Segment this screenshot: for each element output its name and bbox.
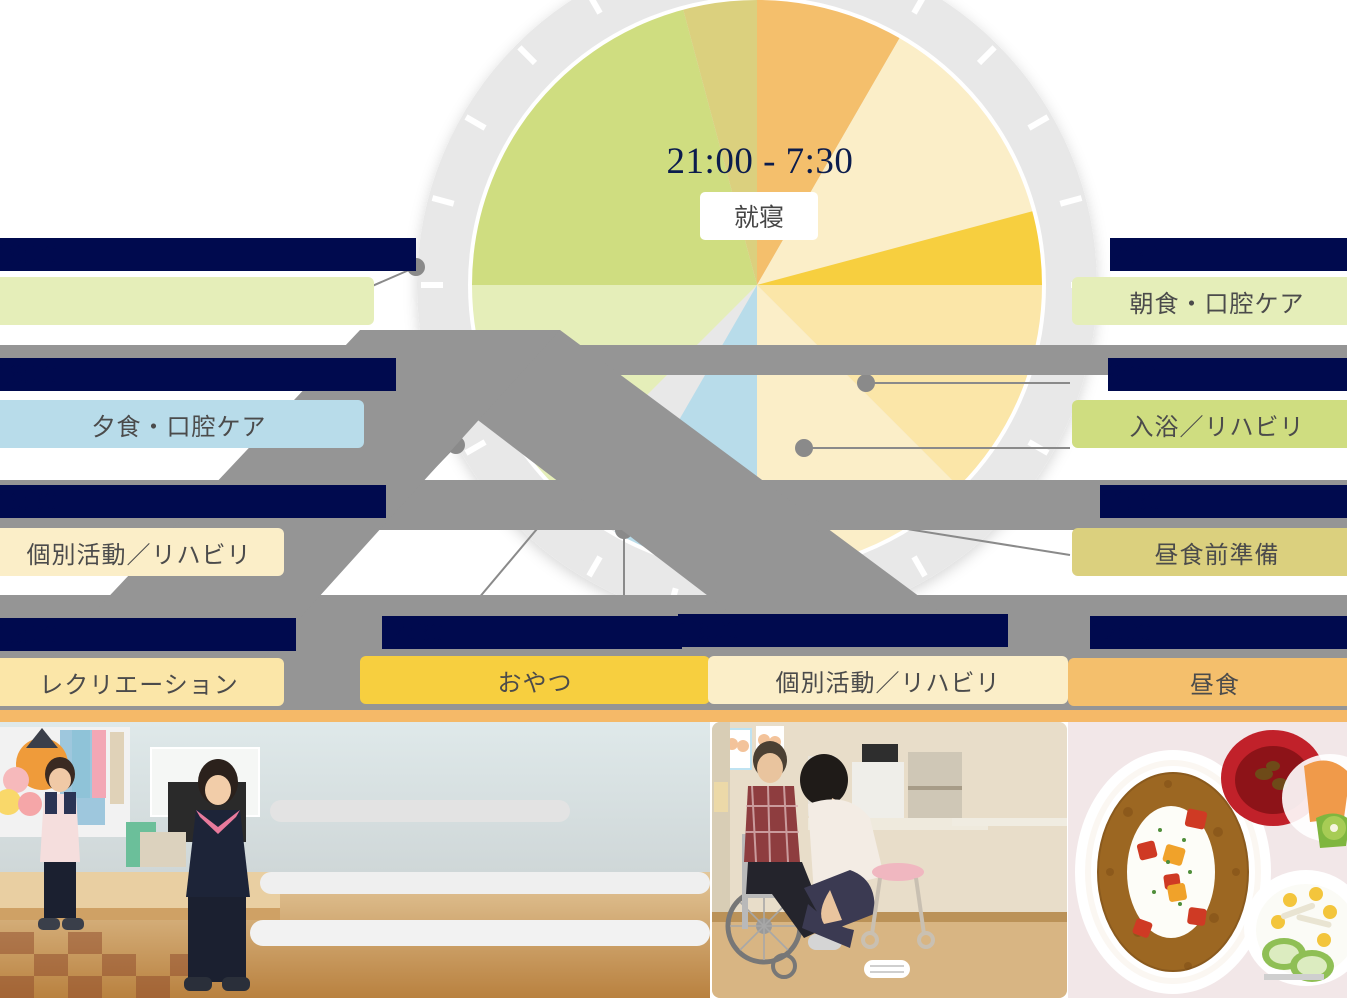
time-label-12: 12:00	[1090, 616, 1347, 649]
label-lunch-prep[interactable]: 昼食前準備	[1072, 528, 1347, 576]
rehab-photo	[712, 722, 1067, 998]
time-label-1630: 16:30	[0, 485, 386, 518]
slice-おやつ	[757, 210, 1044, 285]
time-label-19: 19:00	[0, 238, 416, 271]
meal-photo	[1068, 722, 1347, 998]
label-individual-eve[interactable]: 個別活動／リハビリ	[0, 528, 284, 576]
time-label-730: 7:30	[1110, 238, 1347, 271]
pie-svg	[417, 0, 1097, 625]
center-time-label: 21:00 - 7:30	[666, 141, 854, 182]
time-label-1130: 11:30	[1100, 485, 1347, 518]
recreation-photo	[0, 722, 710, 998]
label-snack[interactable]: おやつ	[360, 656, 710, 704]
time-label-9: 9:00	[1108, 358, 1347, 391]
label-recreation[interactable]: レクリエーション	[0, 658, 284, 706]
slice-個別活動／リハビリ	[757, 36, 1035, 285]
label-lunch[interactable]: 昼食	[1068, 658, 1347, 706]
time-label-15: 15:00	[0, 618, 296, 651]
time-label-1430: 14:30	[382, 616, 682, 649]
time-label-18: 18:00	[0, 358, 396, 391]
label-top-left-blank[interactable]	[0, 277, 374, 325]
time-label-13: 13:00	[678, 614, 1008, 647]
center-activity-badge: 就寝	[700, 192, 818, 240]
label-bath-rehab[interactable]: 入浴／リハビリ	[1072, 400, 1347, 448]
label-dinner[interactable]: 夕食・口腔ケア	[0, 400, 364, 448]
slice-入浴／リハビリ	[470, 7, 757, 285]
label-individual-pm[interactable]: 個別活動／リハビリ	[708, 656, 1068, 704]
orange-divider	[0, 710, 1347, 722]
label-morning-meal[interactable]: 朝食・口腔ケア	[1072, 277, 1347, 325]
daily-schedule-pie-chart	[387, 0, 1127, 655]
